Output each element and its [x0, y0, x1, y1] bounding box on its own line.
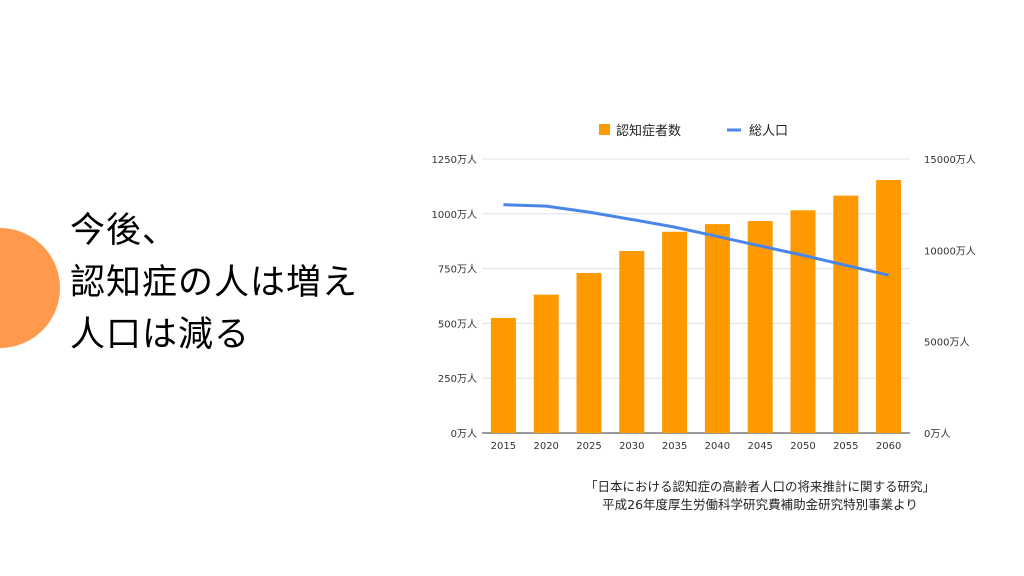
right-axis-tick-label: 10000万人 [924, 245, 976, 257]
x-axis-tick-label: 2050 [790, 441, 815, 452]
chart-legend: 認知症者数 総人口 [599, 123, 788, 139]
x-axis-tick-label: 2055 [833, 441, 858, 452]
source-line-2: 平成26年度厚生労働科学研究費補助金研究特別事業より [602, 497, 918, 512]
left-axis-tick-label: 0万人 [451, 428, 477, 440]
x-axis-tick-label: 2020 [533, 441, 558, 452]
population-line [503, 203, 889, 277]
x-axis-tick-label: 2035 [662, 441, 687, 452]
left-axis-tick-label: 750万人 [438, 264, 477, 276]
bar-2030 [619, 251, 645, 433]
x-axis-tick-label: 2040 [705, 441, 730, 452]
legend-label-population: 総人口 [749, 124, 788, 139]
title-line-2: 認知症の人は増え [70, 263, 359, 303]
left-axis-tick-label: 500万人 [438, 318, 477, 330]
source-citation: 「日本における認知症の高齢者人口の将来推計に関する研究」 平成26年度厚生労働科… [540, 478, 980, 514]
right-axis-tick-label: 15000万人 [924, 154, 976, 166]
title-line-3: 人口は減る [70, 315, 251, 355]
source-line-1: 「日本における認知症の高齢者人口の将来推計に関する研究」 [584, 479, 935, 494]
bar-2020 [533, 294, 559, 433]
slide-title: 今後、 認知症の人は増え 人口は減る [70, 205, 358, 361]
x-axis-tick-label: 2060 [876, 441, 901, 452]
bar-2040 [704, 224, 730, 433]
bar-2015 [490, 317, 516, 433]
x-axis-tick-label: 2030 [619, 441, 644, 452]
legend-swatch-dementia [599, 124, 610, 135]
bar-2055 [833, 195, 859, 433]
title-line-1: 今後、 [70, 211, 179, 251]
x-axis-tick-label: 2015 [491, 441, 516, 452]
bar-2035 [662, 231, 688, 433]
left-axis-tick-label: 1000万人 [432, 209, 477, 221]
right-axis-tick-label: 5000万人 [924, 337, 969, 349]
x-axis-tick-label: 2045 [747, 441, 772, 452]
bar-2025 [576, 272, 602, 433]
left-axis-tick-label: 250万人 [438, 373, 477, 385]
bar-2045 [747, 221, 773, 433]
x-axis-tick-label: 2025 [576, 441, 601, 452]
bar-2050 [790, 210, 816, 433]
left-axis-tick-label: 1250万人 [432, 154, 477, 166]
legend-label-dementia: 認知症者数 [616, 123, 681, 139]
right-axis-tick-label: 0万人 [924, 428, 950, 440]
bar-2060 [876, 180, 902, 433]
